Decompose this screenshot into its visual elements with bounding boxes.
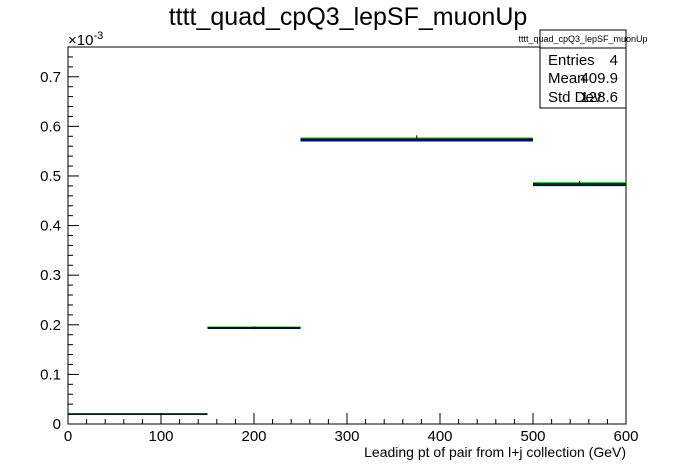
x-tick-label: 0 — [64, 428, 72, 445]
stats-stddev-value: 128.6 — [580, 89, 618, 106]
y-tick-label: 0.7 — [40, 69, 61, 86]
stats-mean-label: Mean — [548, 70, 586, 87]
x-tick-label: 600 — [613, 428, 638, 445]
stats-entries-label: Entries — [548, 52, 595, 69]
stats-stddev-label: Std Dev — [548, 89, 602, 106]
stats-entries-value: 4 — [610, 52, 618, 69]
stats-box-frame — [539, 29, 627, 109]
y-tick-label: 0.4 — [40, 218, 61, 235]
x-axis-ticks: 0 100 200 300 400 500 600 — [64, 413, 639, 445]
x-tick-label: 100 — [148, 428, 173, 445]
stats-mean-value: 409.9 — [580, 70, 618, 87]
y-tick-label: 0.5 — [40, 168, 61, 185]
y-tick-label: 0.6 — [40, 118, 61, 135]
chart-title: tttt_quad_cpQ3_lepSF_muonUp — [169, 3, 528, 31]
x-tick-label: 500 — [520, 428, 545, 445]
x-tick-label: 300 — [334, 428, 359, 445]
x-tick-label: 200 — [241, 428, 266, 445]
x-axis-label: Leading pt of pair from l+j collection (… — [364, 444, 626, 460]
y-tick-label: 0 — [53, 416, 61, 433]
x-tick-label: 400 — [427, 428, 452, 445]
y-axis-exponent-base: ×10 — [68, 32, 93, 49]
y-tick-label: 0.3 — [40, 267, 61, 284]
y-axis-exponent: ×10-3 — [68, 30, 103, 49]
y-axis-exponent-power: -3 — [93, 30, 103, 42]
y-tick-label: 0.2 — [40, 317, 61, 334]
y-tick-label: 0.1 — [40, 366, 61, 383]
stats-box-title: tttt_quad_cpQ3_lepSF_muonUp — [518, 34, 647, 44]
data-markers — [253, 135, 580, 330]
stats-box: tttt_quad_cpQ3_lepSF_muonUp Entries 4 Me… — [518, 29, 648, 109]
y-axis-ticks: 0 0.1 0.2 0.3 0.4 0.5 0.6 0.7 — [40, 46, 79, 433]
